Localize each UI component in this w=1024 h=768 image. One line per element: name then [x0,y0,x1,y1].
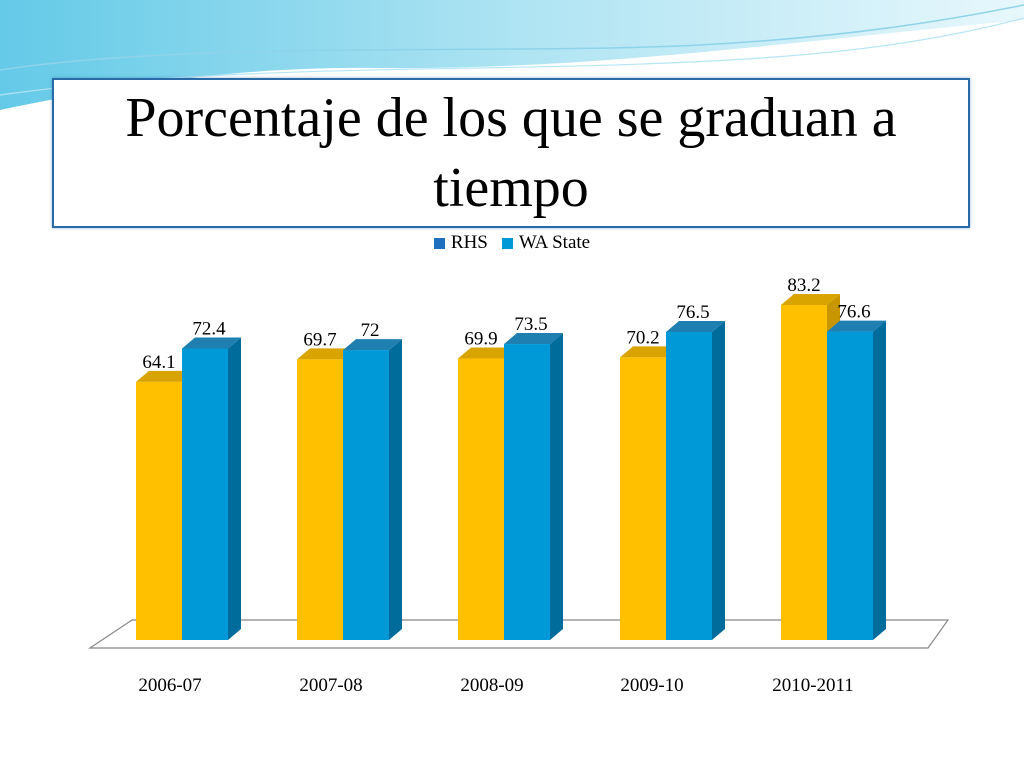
data-label-rhs-2007-08: 69.7 [303,329,336,350]
legend-swatch-rhs [433,237,445,249]
bar-top-rhs-2007-08 [297,348,356,360]
bar-top-wa-state-2007-08 [343,339,402,351]
bar-side-wa-state-2009-10 [712,320,725,640]
data-label-wa-state-2010-2011: 76.6 [837,302,870,323]
title-box: Porcentaje de los que se graduan a tiemp… [52,78,970,228]
bar-top-rhs-2010-2011 [781,294,840,305]
bar-wa-state-2007-08 [343,350,389,640]
bar-top-wa-state-2008-09 [504,333,563,345]
bar-rhs-2006-07 [136,381,182,640]
data-label-rhs-2008-09: 69.9 [464,329,497,350]
bar-side-wa-state-2010-2011 [873,320,886,640]
bar-wa-state-2009-10 [666,331,712,640]
bar-wa-state-2010-2011 [827,331,873,640]
bar-top-rhs-2006-07 [136,370,195,382]
data-label-wa-state-2008-09: 73.5 [514,314,547,335]
x-tick-label-2009-10: 2009-10 [620,675,683,696]
bar-top-wa-state-2006-07 [182,337,241,349]
bar-top-wa-state-2009-10 [666,320,725,332]
bar-rhs-2008-09 [458,358,504,640]
bar-top-rhs-2009-10 [620,346,679,358]
x-tick-label-2008-09: 2008-09 [460,675,523,696]
bar-top-rhs-2008-09 [458,347,517,359]
background-waves [0,0,1024,110]
bar-rhs-2007-08 [297,359,343,640]
legend-label-rhs: RHS [450,232,488,253]
x-tick-label-2006-07: 2006-07 [138,675,201,696]
bar-side-wa-state-2008-09 [550,333,563,640]
bar-side-wa-state-2006-07 [228,337,241,640]
data-label-rhs-2009-10: 70.2 [626,327,659,348]
bar-rhs-2010-2011 [781,305,827,640]
chart-legend: RHS WA State [0,232,1024,254]
data-label-wa-state-2009-10: 76.5 [676,302,709,323]
legend-item-wa-state: WA State [501,232,591,254]
data-label-wa-state-2007-08: 72 [361,320,380,341]
x-tick-label-2007-08: 2007-08 [299,675,362,696]
legend-swatch-wa-state [501,237,513,249]
data-label-rhs-2010-2011: 83.2 [787,275,820,296]
bar-top-wa-state-2010-2011 [827,320,886,332]
bar-wa-state-2008-09 [504,344,550,640]
bar-side-wa-state-2007-08 [389,339,402,640]
x-tick-label-2010-2011: 2010-2011 [772,675,854,696]
data-label-rhs-2006-07: 64.1 [142,352,175,373]
legend-item-rhs: RHS [433,232,488,254]
bar-rhs-2009-10 [620,357,666,640]
legend-label-wa-state: WA State [518,232,591,253]
bar-wa-state-2006-07 [182,348,228,640]
data-label-wa-state-2006-07: 72.4 [192,318,226,339]
chart-title: Porcentaje de los que se graduan a tiemp… [125,87,897,219]
